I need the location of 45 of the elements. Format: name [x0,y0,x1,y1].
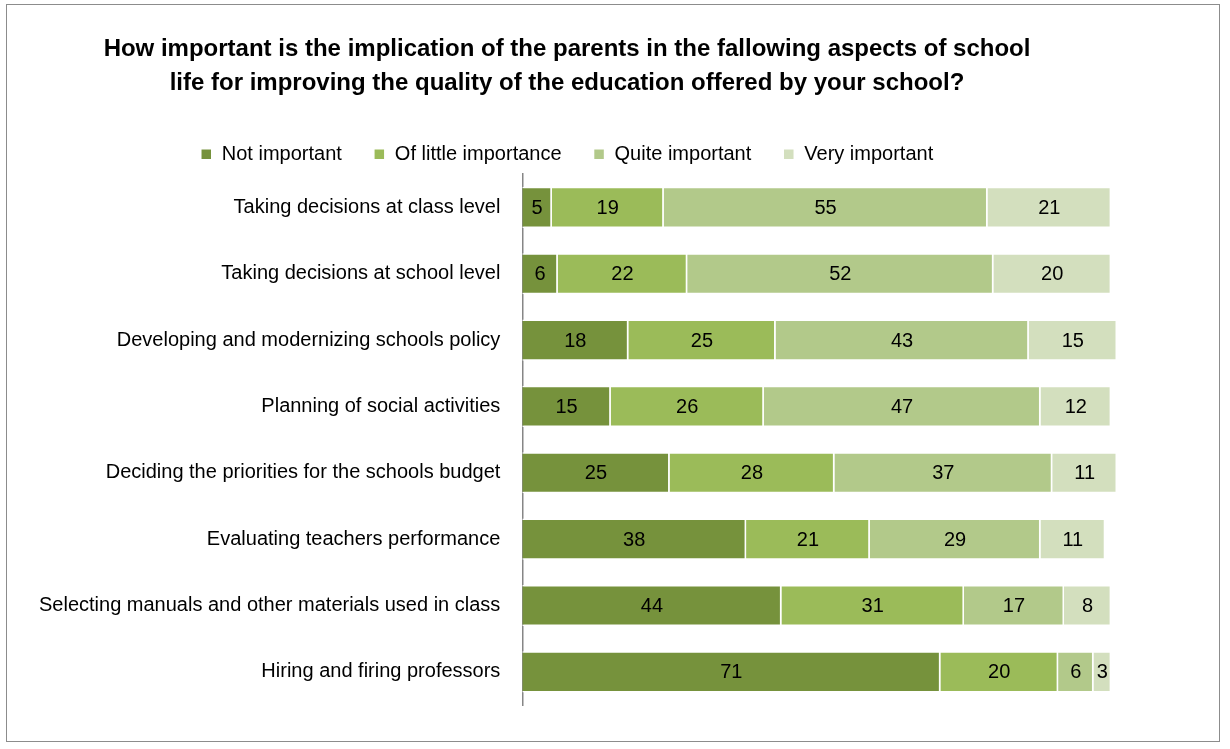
data-label: 38 [623,527,646,550]
data-label: 37 [932,461,955,484]
data-label: 11 [1062,527,1084,550]
data-label: 15 [1061,328,1084,351]
y-tick-label: Selecting manuals and other materials used in class [39,592,501,615]
y-tick-label: Developing and modernizing schools policy [116,327,501,350]
data-label: 43 [890,328,914,351]
data-label: 21 [1038,195,1061,218]
data-label: 22 [611,262,634,285]
legend-label: Not important [221,141,343,164]
data-label: 17 [1002,593,1026,616]
chart-title: How important is the implication of the parents in the fallowing aspects of school life for improving the quality of the education offered by your school? [103,34,1031,96]
data-label: 5 [531,195,543,218]
data-label: 71 [720,660,743,683]
data-label: 28 [740,461,764,484]
data-label: 3 [1096,660,1108,683]
data-label: 20 [1041,262,1064,285]
y-tick-label: Deciding the priorities for the schools budget [105,460,501,483]
data-label: 6 [534,262,546,285]
data-label: 21 [796,527,820,550]
data-label: 8 [1082,593,1094,616]
data-label: 47 [890,394,914,417]
data-label: 15 [555,394,578,417]
data-label: 6 [1070,660,1082,683]
data-label: 25 [584,461,608,484]
legend-label: Very important [804,141,934,164]
data-label: 55 [814,195,837,218]
data-label: 12 [1064,394,1087,417]
y-tick-label: Planning of social activities [261,393,501,416]
data-label: 18 [564,328,587,351]
data-label: 11 [1074,461,1095,484]
y-tick-label: Taking decisions at school level [221,261,501,284]
data-label: 19 [596,195,619,218]
legend-label: Of little importance [394,141,562,164]
data-label: 44 [640,593,664,616]
y-tick-label: Evaluating teachers performance [206,526,501,549]
data-label: 25 [690,328,714,351]
data-label: 29 [943,527,967,550]
legend-label: Quite important [614,141,752,164]
data-label: 52 [829,262,852,285]
data-label: 31 [861,593,884,616]
y-tick-label: Hiring and firing professors [261,659,501,682]
data-label: 20 [988,660,1011,683]
data-label: 26 [676,394,699,417]
y-tick-label: Taking decisions at class level [233,194,501,217]
